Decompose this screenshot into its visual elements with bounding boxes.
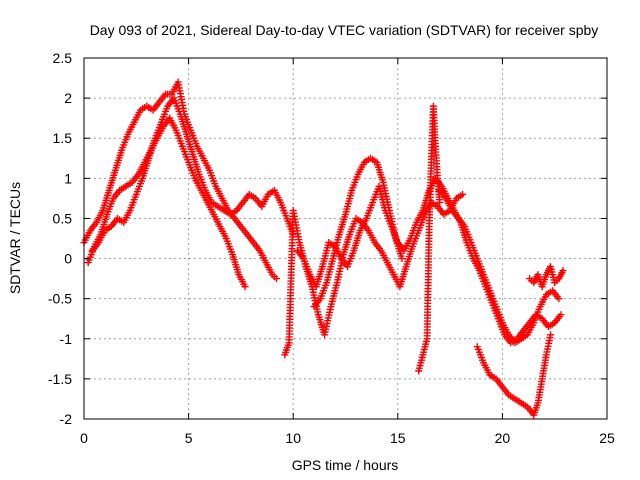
y-axis-label: SDTVAR / TECUs <box>7 182 23 294</box>
y-tick-label: 1 <box>64 170 72 186</box>
series-arc-9 <box>473 331 555 419</box>
y-tick-label: 0.5 <box>53 210 73 226</box>
axis-ticks: 0 5 10 15 20 25 -2 -1.5 -1 -0.5 0 0.5 1 1.5 2 2.5 <box>48 50 615 446</box>
y-tick-label: 2.5 <box>53 50 73 66</box>
series-arc-2 <box>84 114 249 291</box>
x-tick-label: 15 <box>390 430 406 446</box>
x-tick-label: 10 <box>285 430 301 446</box>
data-point <box>555 295 563 303</box>
y-tick-label: -1 <box>60 331 73 347</box>
data-point <box>241 283 249 291</box>
data-point <box>436 198 444 206</box>
x-tick-label: 25 <box>599 430 615 446</box>
y-tick-label: 0 <box>64 251 72 267</box>
plot-frame <box>83 57 608 420</box>
series-arc-7 <box>415 102 444 375</box>
y-tick-label: -1.5 <box>48 371 72 387</box>
data-point <box>557 311 565 319</box>
series-arc-6 <box>310 154 406 311</box>
x-tick-label: 5 <box>185 430 193 446</box>
data-marks <box>80 78 567 419</box>
data-point <box>398 255 406 263</box>
y-tick-label: -2 <box>60 411 73 427</box>
y-tick-label: 1.5 <box>53 130 73 146</box>
series-arc-10 <box>526 263 567 291</box>
series-arc-8 <box>436 186 563 347</box>
series-arc-1 <box>80 78 280 283</box>
x-tick-label: 20 <box>495 430 511 446</box>
data-point <box>547 331 555 339</box>
x-tick-label: 0 <box>80 430 88 446</box>
y-tick-label: 2 <box>64 90 72 106</box>
x-axis-label: GPS time / hours <box>292 457 399 473</box>
y-tick-label: -0.5 <box>48 291 72 307</box>
data-point <box>559 267 567 275</box>
data-point <box>459 190 467 198</box>
data-point <box>272 275 280 283</box>
chart-title: Day 093 of 2021, Sidereal Day-to-day VTE… <box>90 22 599 38</box>
